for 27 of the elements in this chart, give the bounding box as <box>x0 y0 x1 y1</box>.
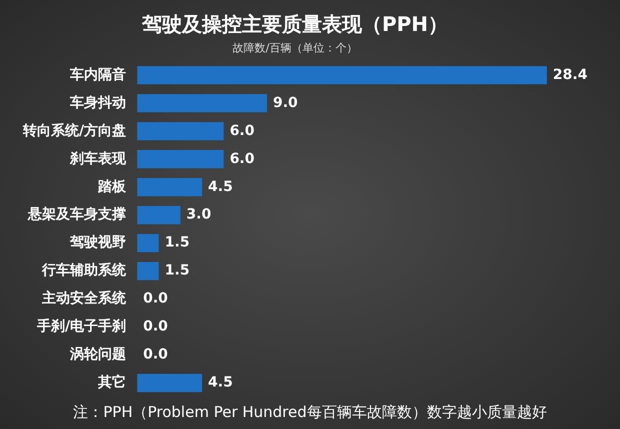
text: 注：PPH（Problem Per Hundred每百辆车故障数）数字越小质量越好 <box>73 402 547 421</box>
y-tick-label: 刹车表现 <box>69 150 128 167</box>
y-tick-label: 涡轮问题 <box>69 346 126 363</box>
y-tick-label: 行车辅助系统 <box>41 262 128 279</box>
y-tick-label: 手刹/电子手刹 <box>36 318 126 335</box>
y-tick-label: 车身抖动 <box>69 94 126 111</box>
data-label: 1.5 <box>164 262 190 279</box>
y-tick-label: 转向系统/方向盘 <box>22 122 126 139</box>
data-label: 9.0 <box>272 94 298 111</box>
data-label: 0.0 <box>143 346 168 363</box>
data-label: 28.4 <box>552 66 588 83</box>
chart-title: 驾驶及操控主要质量表现（PPH） <box>140 12 448 36</box>
y-tick-label: 车内隔音 <box>69 66 126 83</box>
data-label: 0.0 <box>143 318 168 335</box>
data-label: 0.0 <box>143 290 168 307</box>
data-label: 1.5 <box>164 234 190 251</box>
data-label: 3.0 <box>186 206 212 223</box>
y-tick-label: 驾驶视野 <box>69 234 126 251</box>
y-tick-label: 悬架及车身支撑 <box>27 206 126 223</box>
data-label: 4.5 <box>208 178 233 195</box>
data-label: 4.5 <box>208 374 233 391</box>
y-tick-label: 其它 <box>97 374 126 391</box>
data-label: 6.0 <box>230 122 255 139</box>
data-label: 6.0 <box>230 150 255 167</box>
chart-subtitle: 故障数/百辆（单位：个） <box>232 41 358 54</box>
y-tick-label: 踏板 <box>97 178 128 195</box>
y-tick-label: 主动安全系统 <box>41 290 128 307</box>
